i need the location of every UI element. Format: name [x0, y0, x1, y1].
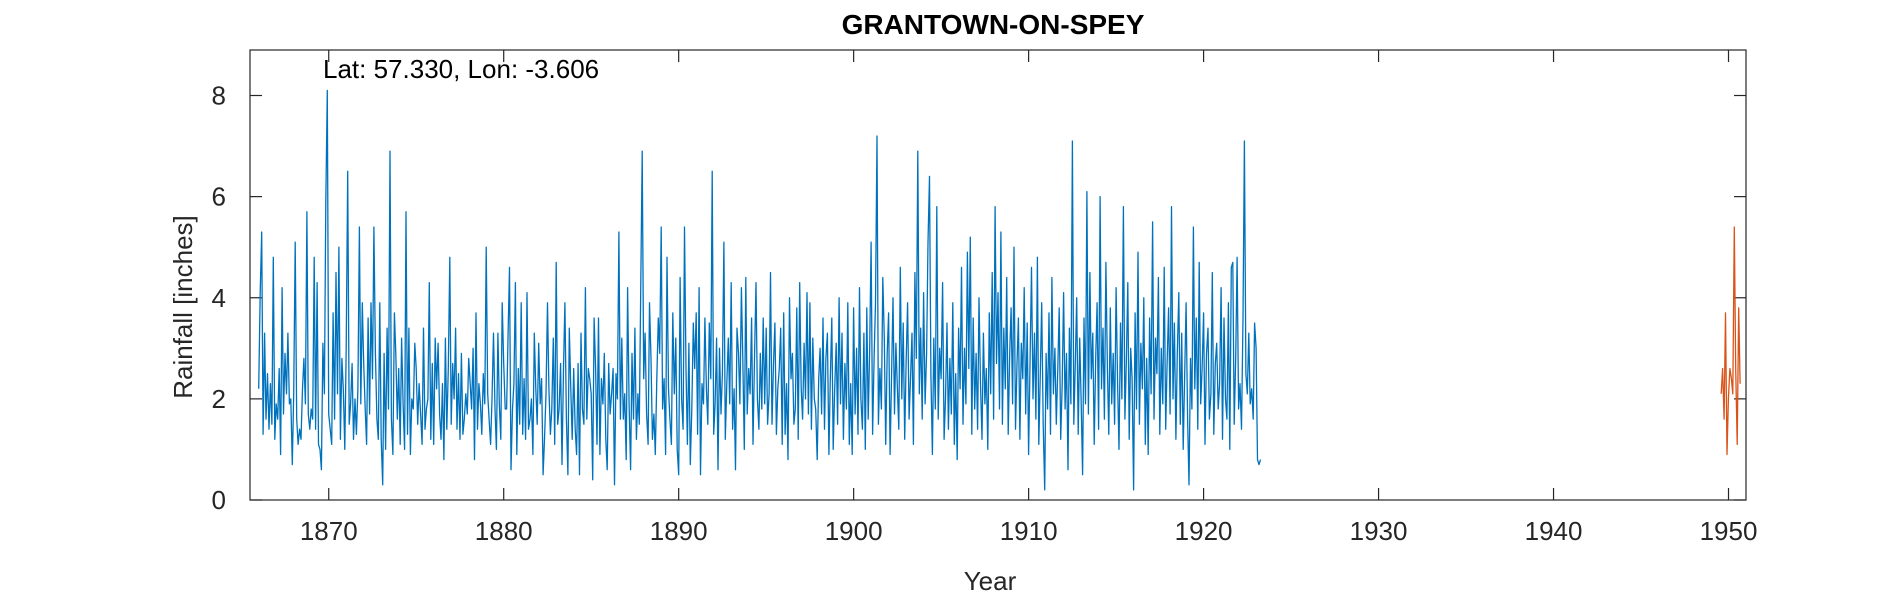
x-tick-label: 1900 [825, 516, 883, 546]
x-tick-label: 1880 [475, 516, 533, 546]
x-axis-label: Year [964, 566, 1017, 591]
x-tick-label: 1930 [1350, 516, 1408, 546]
x-tick-label: 1920 [1175, 516, 1233, 546]
x-tick-label: 1910 [1000, 516, 1058, 546]
y-tick-label: 4 [212, 283, 226, 313]
y-axis-label: Rainfall [inches] [168, 215, 198, 399]
chart-title: GRANTOWN-ON-SPEY [842, 9, 1145, 40]
axes-frame [249, 49, 1747, 501]
y-tick-label: 2 [212, 384, 226, 414]
x-tick-label: 1950 [1700, 516, 1758, 546]
x-tick-label: 1890 [650, 516, 708, 546]
axis-ticks: 1870 1880 1890 1900 1910 1920 1930 1940 1950 0 2 4 6… [212, 50, 1758, 546]
series-layer [258, 89, 1741, 491]
y-tick-label: 0 [212, 485, 226, 515]
y-tick-label: 6 [212, 182, 226, 212]
x-tick-label: 1870 [300, 516, 358, 546]
y-tick-label: 8 [212, 81, 226, 111]
rainfall-series-line-2 [1720, 226, 1741, 456]
rainfall-series-line-1 [258, 89, 1262, 491]
location-annotation: Lat: 57.330, Lon: -3.606 [323, 54, 599, 84]
x-tick-label: 1940 [1525, 516, 1583, 546]
